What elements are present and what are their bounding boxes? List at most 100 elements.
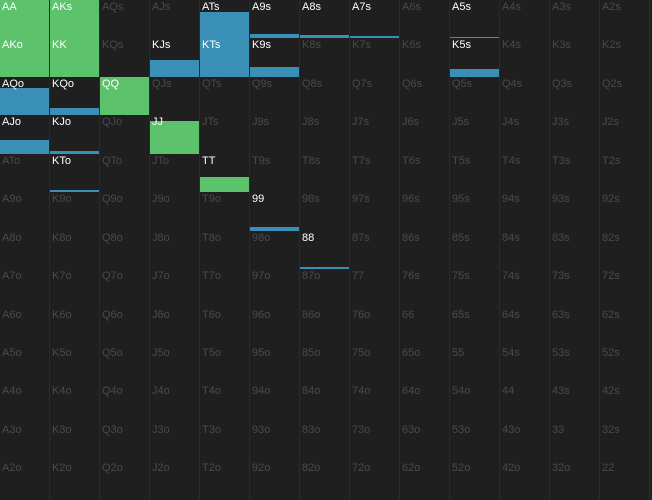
- hand-cell-62o[interactable]: 62o: [400, 461, 450, 500]
- hand-cell-k4s[interactable]: K4s: [500, 38, 550, 77]
- hand-cell-74o[interactable]: 74o: [350, 384, 400, 423]
- hand-cell-kqo[interactable]: KQo: [50, 76, 100, 116]
- hand-cell-q6o[interactable]: Q6o: [100, 307, 150, 346]
- hand-cell-96s[interactable]: 96s: [400, 192, 450, 231]
- hand-cell-a3o[interactable]: A3o: [0, 422, 50, 462]
- hand-cell-qts[interactable]: QTs: [200, 76, 250, 116]
- hand-cell-84o[interactable]: 84o: [300, 384, 350, 423]
- hand-cell-88[interactable]: 88: [300, 230, 350, 270]
- hand-cell-a5o[interactable]: A5o: [0, 345, 50, 385]
- hand-cell-73o[interactable]: 73o: [350, 422, 400, 462]
- hand-cell-t9s[interactable]: T9s: [250, 153, 300, 193]
- hand-cell-q7s[interactable]: Q7s: [350, 76, 400, 116]
- hand-cell-53o[interactable]: 53o: [450, 422, 500, 462]
- hand-cell-k4o[interactable]: K4o: [50, 384, 100, 423]
- hand-cell-q9o[interactable]: Q9o: [100, 192, 150, 231]
- hand-cell-87o[interactable]: 87o: [300, 269, 350, 308]
- hand-cell-j7o[interactable]: J7o: [150, 269, 200, 308]
- hand-cell-j2s[interactable]: J2s: [600, 115, 650, 154]
- hand-cell-72s[interactable]: 72s: [600, 269, 650, 308]
- hand-cell-k7o[interactable]: K7o: [50, 269, 100, 308]
- hand-cell-aqs[interactable]: AQs: [100, 0, 150, 39]
- hand-cell-k5s[interactable]: K5s: [450, 38, 500, 77]
- hand-cell-qjs[interactable]: QJs: [150, 76, 200, 116]
- hand-cell-jj[interactable]: JJ: [150, 115, 200, 154]
- hand-cell-32s[interactable]: 32s: [600, 422, 650, 462]
- hand-cell-33[interactable]: 33: [550, 422, 600, 462]
- hand-cell-a4s[interactable]: A4s: [500, 0, 550, 39]
- hand-cell-t4s[interactable]: T4s: [500, 153, 550, 193]
- hand-cell-k6s[interactable]: K6s: [400, 38, 450, 77]
- hand-cell-a6s[interactable]: A6s: [400, 0, 450, 39]
- hand-cell-j8s[interactable]: J8s: [300, 115, 350, 154]
- hand-cell-q4o[interactable]: Q4o: [100, 384, 150, 423]
- hand-cell-q6s[interactable]: Q6s: [400, 76, 450, 116]
- hand-cell-a3s[interactable]: A3s: [550, 0, 600, 39]
- hand-cell-kto[interactable]: KTo: [50, 153, 100, 193]
- hand-cell-kts[interactable]: KTs: [200, 38, 250, 77]
- hand-cell-t2o[interactable]: T2o: [200, 461, 250, 500]
- hand-cell-t7o[interactable]: T7o: [200, 269, 250, 308]
- hand-cell-a7o[interactable]: A7o: [0, 269, 50, 308]
- hand-cell-jts[interactable]: JTs: [200, 115, 250, 154]
- hand-cell-j4o[interactable]: J4o: [150, 384, 200, 423]
- hand-cell-j2o[interactable]: J2o: [150, 461, 200, 500]
- hand-cell-tt[interactable]: TT: [200, 153, 250, 193]
- hand-cell-k5o[interactable]: K5o: [50, 345, 100, 385]
- hand-cell-97o[interactable]: 97o: [250, 269, 300, 308]
- hand-cell-95s[interactable]: 95s: [450, 192, 500, 231]
- hand-cell-t6o[interactable]: T6o: [200, 307, 250, 346]
- hand-cell-93s[interactable]: 93s: [550, 192, 600, 231]
- hand-cell-k8o[interactable]: K8o: [50, 230, 100, 270]
- hand-cell-ajs[interactable]: AJs: [150, 0, 200, 39]
- hand-cell-75s[interactable]: 75s: [450, 269, 500, 308]
- hand-cell-43o[interactable]: 43o: [500, 422, 550, 462]
- hand-cell-kjo[interactable]: KJo: [50, 115, 100, 154]
- hand-cell-q5s[interactable]: Q5s: [450, 76, 500, 116]
- hand-cell-k2o[interactable]: K2o: [50, 461, 100, 500]
- hand-cell-76o[interactable]: 76o: [350, 307, 400, 346]
- hand-cell-kjs[interactable]: KJs: [150, 38, 200, 77]
- hand-cell-j6o[interactable]: J6o: [150, 307, 200, 346]
- hand-cell-32o[interactable]: 32o: [550, 461, 600, 500]
- hand-cell-k9s[interactable]: K9s: [250, 38, 300, 77]
- hand-cell-62s[interactable]: 62s: [600, 307, 650, 346]
- hand-cell-76s[interactable]: 76s: [400, 269, 450, 308]
- hand-cell-qq[interactable]: QQ: [100, 76, 150, 116]
- hand-cell-87s[interactable]: 87s: [350, 230, 400, 270]
- hand-cell-85o[interactable]: 85o: [300, 345, 350, 385]
- hand-cell-j5o[interactable]: J5o: [150, 345, 200, 385]
- hand-cell-aks[interactable]: AKs: [50, 0, 100, 39]
- hand-cell-k3s[interactable]: K3s: [550, 38, 600, 77]
- hand-cell-53s[interactable]: 53s: [550, 345, 600, 385]
- hand-cell-k7s[interactable]: K7s: [350, 38, 400, 77]
- hand-cell-q2o[interactable]: Q2o: [100, 461, 150, 500]
- hand-cell-q4s[interactable]: Q4s: [500, 76, 550, 116]
- hand-cell-a6o[interactable]: A6o: [0, 307, 50, 346]
- hand-cell-52s[interactable]: 52s: [600, 345, 650, 385]
- hand-cell-75o[interactable]: 75o: [350, 345, 400, 385]
- hand-cell-84s[interactable]: 84s: [500, 230, 550, 270]
- hand-cell-43s[interactable]: 43s: [550, 384, 600, 423]
- hand-cell-a9s[interactable]: A9s: [250, 0, 300, 39]
- hand-cell-96o[interactable]: 96o: [250, 307, 300, 346]
- hand-cell-t5s[interactable]: T5s: [450, 153, 500, 193]
- hand-cell-q5o[interactable]: Q5o: [100, 345, 150, 385]
- hand-cell-92s[interactable]: 92s: [600, 192, 650, 231]
- hand-cell-94o[interactable]: 94o: [250, 384, 300, 423]
- hand-cell-ato[interactable]: ATo: [0, 153, 50, 193]
- hand-cell-q7o[interactable]: Q7o: [100, 269, 150, 308]
- hand-cell-t4o[interactable]: T4o: [200, 384, 250, 423]
- hand-cell-k2s[interactable]: K2s: [600, 38, 650, 77]
- hand-cell-t3o[interactable]: T3o: [200, 422, 250, 462]
- hand-cell-93o[interactable]: 93o: [250, 422, 300, 462]
- hand-cell-t6s[interactable]: T6s: [400, 153, 450, 193]
- hand-cell-q3o[interactable]: Q3o: [100, 422, 150, 462]
- hand-cell-j6s[interactable]: J6s: [400, 115, 450, 154]
- hand-cell-ats[interactable]: ATs: [200, 0, 250, 39]
- hand-cell-97s[interactable]: 97s: [350, 192, 400, 231]
- hand-cell-54o[interactable]: 54o: [450, 384, 500, 423]
- hand-cell-ajo[interactable]: AJo: [0, 115, 50, 154]
- hand-cell-aqo[interactable]: AQo: [0, 76, 50, 116]
- hand-cell-k6o[interactable]: K6o: [50, 307, 100, 346]
